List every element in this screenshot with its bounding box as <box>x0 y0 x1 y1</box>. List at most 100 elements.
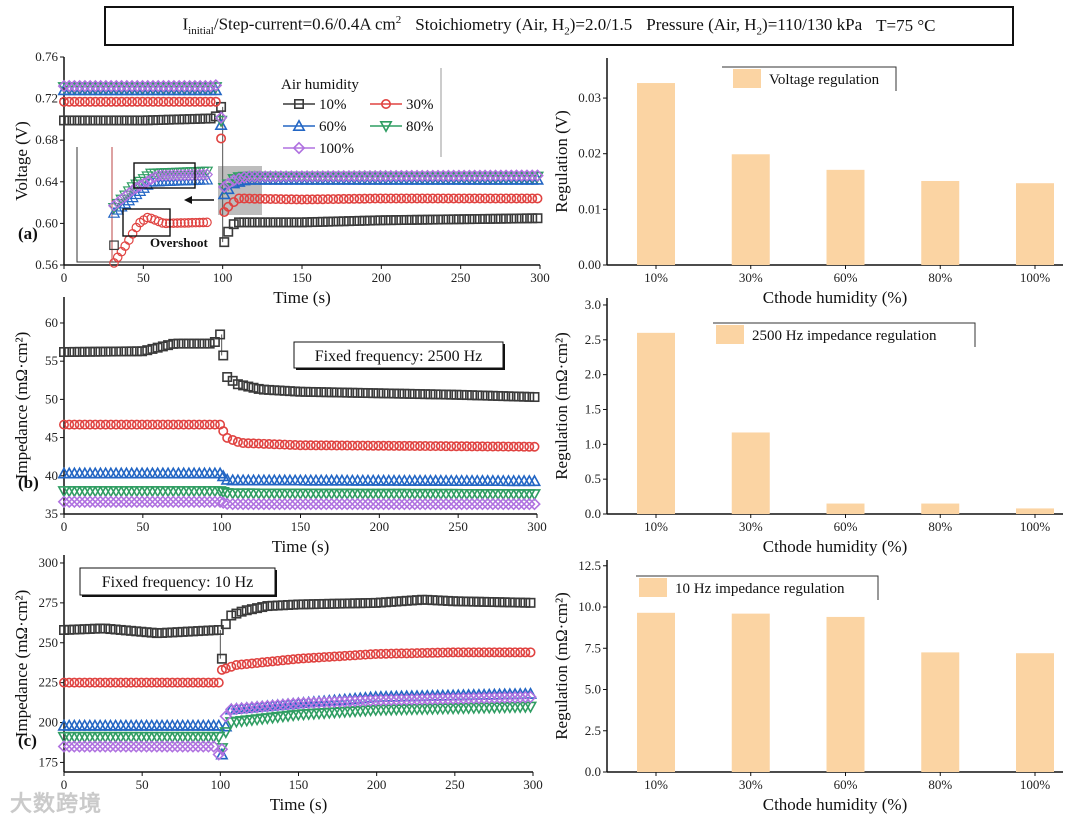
data-point <box>384 169 398 183</box>
data-point <box>424 497 437 511</box>
legend-item-30pct <box>370 99 402 110</box>
data-point <box>493 691 506 705</box>
pressure-subscript: 2 <box>756 25 763 38</box>
data-point <box>379 693 393 707</box>
data-point <box>359 215 370 226</box>
data-point <box>281 697 295 711</box>
data-point <box>131 677 142 688</box>
x-tick-label: 100 <box>213 270 233 285</box>
conditions-header: Iinitial/Step-current=0.6/0.4A cm2 Stoic… <box>104 6 1014 46</box>
data-point <box>383 440 394 451</box>
data-point <box>495 193 506 204</box>
data-point <box>274 170 288 183</box>
data-point <box>362 440 373 451</box>
data-point <box>105 624 116 635</box>
data-point <box>358 169 372 183</box>
x-tick-label: 300 <box>527 519 547 534</box>
data-point <box>321 169 335 183</box>
panel-label: (a) <box>18 224 38 243</box>
data-point <box>221 177 235 191</box>
data-point <box>501 213 512 224</box>
legend <box>722 66 897 91</box>
legend-marker <box>292 119 306 131</box>
data-point <box>131 626 142 637</box>
bar-60pct <box>826 503 865 514</box>
data-point <box>120 677 131 688</box>
bar-80pct <box>921 180 960 265</box>
data-point <box>498 691 512 704</box>
data-point <box>415 692 429 706</box>
legend-label: 10% <box>319 97 347 113</box>
data-point <box>298 599 309 610</box>
data-point <box>142 419 153 430</box>
data-point <box>232 379 243 390</box>
data-point <box>482 691 496 705</box>
data-point <box>390 693 403 707</box>
data-point <box>368 440 379 451</box>
data-point <box>333 695 346 709</box>
data-point <box>189 419 200 430</box>
data-point <box>58 624 69 635</box>
data-point <box>236 659 247 670</box>
data-point <box>295 440 306 451</box>
y-axis-label: Regulation (mΩ·cm²) <box>552 332 571 480</box>
data-point <box>490 193 501 204</box>
data-point <box>239 193 250 204</box>
data-point <box>334 651 345 662</box>
data-point <box>141 79 155 93</box>
data-point <box>216 486 230 499</box>
data-point <box>151 677 162 688</box>
data-point <box>473 647 484 658</box>
data-point <box>131 346 142 357</box>
data-point <box>484 647 495 658</box>
data-point <box>173 338 184 349</box>
x-tick-label: 200 <box>372 270 392 285</box>
data-point <box>427 214 438 225</box>
y-axis-label: Regulation (mΩ·cm²) <box>552 592 571 740</box>
data-point <box>436 692 450 706</box>
data-point <box>425 441 436 452</box>
data-point <box>515 597 526 608</box>
data-point <box>451 389 462 400</box>
y-tick-label: 0.60 <box>35 215 58 230</box>
data-point <box>525 169 539 182</box>
data-point <box>271 698 285 712</box>
data-point <box>283 599 294 610</box>
data-point <box>249 193 260 204</box>
data-point <box>487 441 498 452</box>
data-point <box>422 594 433 605</box>
data-point <box>370 193 381 204</box>
data-point <box>64 624 75 635</box>
data-point <box>163 114 174 125</box>
data-point <box>362 388 373 399</box>
bar-30pct <box>731 154 770 265</box>
data-point <box>477 691 491 705</box>
data-point <box>255 700 269 713</box>
data-point <box>153 115 164 126</box>
data-point <box>484 169 497 183</box>
data-point <box>444 497 458 511</box>
data-point <box>100 115 111 126</box>
data-point <box>453 214 464 225</box>
data-point <box>432 193 443 204</box>
series-100pct <box>57 690 537 761</box>
data-point <box>146 79 160 93</box>
data-point <box>79 115 90 126</box>
data-point <box>346 497 359 511</box>
data-point <box>210 96 221 107</box>
data-point <box>302 217 313 228</box>
legend-label: 60% <box>319 119 347 135</box>
data-point <box>504 647 515 658</box>
data-point <box>388 388 399 399</box>
inset-data-point <box>197 168 210 181</box>
data-point <box>404 440 415 451</box>
data-point <box>519 690 532 704</box>
data-point <box>269 439 280 450</box>
data-point <box>531 169 544 182</box>
y-tick-label: 0.02 <box>578 146 601 161</box>
inset-data-point <box>124 235 134 245</box>
data-point <box>328 194 339 205</box>
data-point <box>132 115 143 126</box>
data-point <box>188 79 202 93</box>
data-point <box>69 115 80 126</box>
